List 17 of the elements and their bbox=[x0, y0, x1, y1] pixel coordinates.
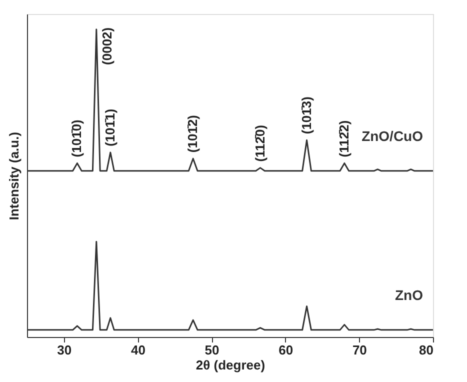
x-tick-label: 70 bbox=[352, 342, 367, 358]
series-label: ZnO bbox=[395, 287, 424, 304]
x-tick-label: 80 bbox=[419, 342, 434, 358]
annotation: (101̄3) bbox=[298, 96, 314, 134]
x-tick-label: 50 bbox=[204, 342, 220, 358]
annotation: (112̄2) bbox=[336, 120, 352, 158]
x-tick-label: 40 bbox=[130, 342, 146, 358]
annotation: (101̄1) bbox=[102, 108, 118, 146]
annotation: (101̄0) bbox=[69, 120, 84, 158]
annotation: (112̄0) bbox=[252, 124, 268, 162]
annotation: (0002) bbox=[99, 27, 114, 65]
x-tick-label: 30 bbox=[57, 342, 72, 358]
x-tick-label: 60 bbox=[278, 342, 294, 358]
series-label: ZnO/CuO bbox=[362, 128, 424, 144]
annotation: (101̄2) bbox=[185, 115, 200, 153]
y-axis-title: Intensity (a.u.) bbox=[6, 132, 22, 220]
x-axis-title: 2θ (degree) bbox=[196, 358, 266, 372]
